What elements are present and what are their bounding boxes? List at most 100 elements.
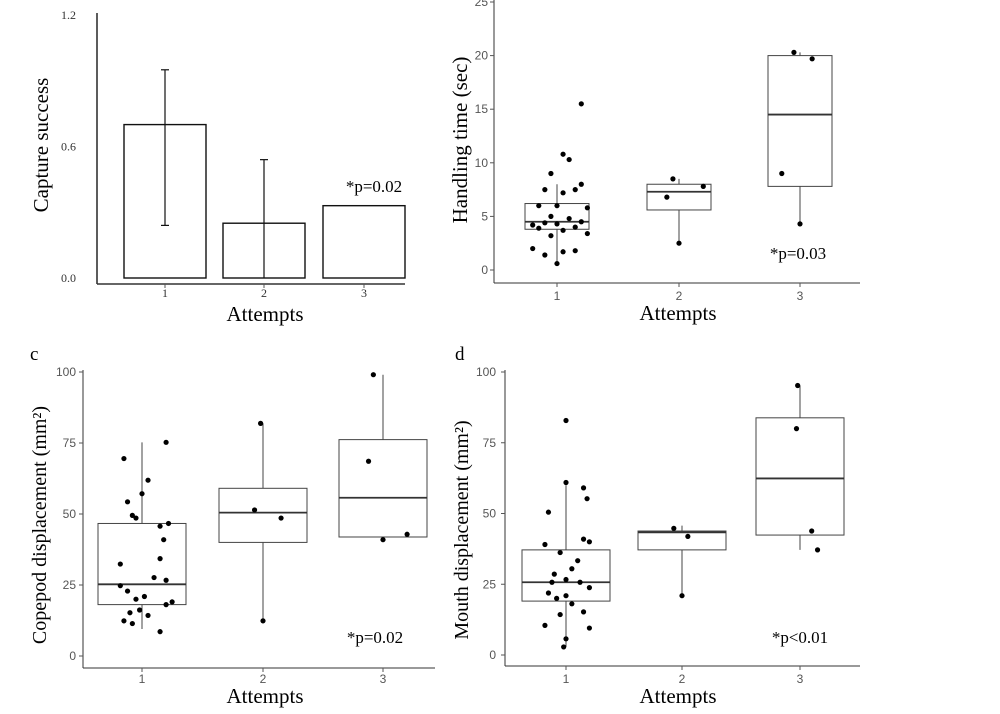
- panel-handling-time: Handling time (sec) Attempts *p=0.03 0 5 1…: [448, 0, 860, 325]
- panel-mouth-displacement: d Mouth displacement (mm²) Attempts *p<0…: [451, 344, 860, 708]
- y-tick-label: 20: [475, 49, 489, 63]
- panel-copepod-displacement: c Copepod displacement (mm²) Attempts *p…: [29, 344, 435, 708]
- data-point: [530, 245, 536, 252]
- data-point: [139, 491, 145, 497]
- data-point: [563, 593, 569, 599]
- data-point: [679, 593, 685, 599]
- x-tick-label: 3: [797, 672, 804, 686]
- data-point: [676, 240, 682, 246]
- y-tick-label: 100: [56, 365, 76, 379]
- data-point: [664, 194, 670, 200]
- data-point: [554, 221, 560, 227]
- data-point: [557, 611, 563, 618]
- data-point: [278, 515, 284, 521]
- x-tick-label: 2: [676, 289, 683, 303]
- y-tick-label: 50: [483, 507, 497, 521]
- x-tick-label: 1: [554, 289, 561, 303]
- data-point: [542, 187, 548, 193]
- x-tick-label: 1: [563, 672, 570, 686]
- data-point: [251, 507, 258, 513]
- panel-capture-success: Capture success Attempts *p=0.02 0.0 0.6 1…: [29, 8, 406, 326]
- data-point: [145, 477, 151, 483]
- box-2: [218, 487, 308, 543]
- data-point: [569, 601, 575, 607]
- data-point: [563, 576, 569, 583]
- data-point: [163, 439, 169, 445]
- y-axis-label: Copepod displacement (mm²): [29, 406, 51, 644]
- data-point: [670, 176, 676, 182]
- box-1: [97, 522, 187, 606]
- data-point: [572, 187, 578, 193]
- data-point: [671, 525, 677, 531]
- data-point: [157, 556, 163, 562]
- data-point: [549, 579, 555, 585]
- x-axis-label: Attempts: [640, 684, 717, 708]
- p-value-annotation: *p=0.03: [770, 244, 826, 263]
- p-value-annotation: *p<0.01: [772, 628, 828, 647]
- data-point: [161, 537, 167, 543]
- data-point: [165, 520, 172, 527]
- data-point: [257, 420, 264, 426]
- data-point: [572, 224, 578, 230]
- y-tick-label: 5: [481, 209, 488, 223]
- data-point: [580, 609, 587, 615]
- data-point: [584, 230, 590, 237]
- data-point: [814, 547, 821, 553]
- data-point: [260, 618, 266, 624]
- data-point: [548, 170, 554, 177]
- data-point: [129, 512, 135, 518]
- data-point: [566, 215, 572, 222]
- y-tick-label: 75: [63, 436, 77, 450]
- y-tick-label: 1.2: [61, 8, 76, 22]
- data-point: [584, 496, 590, 502]
- data-point: [578, 219, 584, 225]
- data-point: [542, 252, 548, 258]
- data-point: [793, 426, 800, 432]
- data-point: [124, 499, 131, 505]
- panel-label: c: [30, 344, 38, 365]
- data-point: [797, 221, 803, 227]
- data-point: [121, 618, 127, 624]
- data-point: [151, 574, 157, 581]
- y-axis-label: Handling time (sec): [448, 57, 472, 224]
- data-point: [809, 528, 815, 534]
- data-point: [569, 566, 575, 572]
- y-tick-label: 0.6: [61, 140, 76, 154]
- data-point: [545, 590, 552, 596]
- x-axis-label: Attempts: [640, 301, 717, 325]
- y-tick-label: 50: [63, 507, 77, 521]
- y-tick-label: 0.0: [61, 271, 76, 285]
- data-point: [548, 213, 554, 219]
- p-value-annotation: *p=0.02: [347, 628, 403, 647]
- data-point: [809, 56, 815, 62]
- panel-label: d: [455, 344, 465, 365]
- data-point: [560, 227, 566, 233]
- data-point: [365, 458, 372, 464]
- data-point: [136, 607, 143, 613]
- data-point: [563, 417, 569, 424]
- data-point: [551, 571, 557, 577]
- x-axis-label: Attempts: [227, 302, 304, 326]
- data-point: [536, 225, 542, 231]
- data-point: [580, 536, 587, 542]
- box-3: [755, 417, 845, 536]
- data-point: [563, 479, 569, 486]
- bar-3: [322, 204, 406, 279]
- data-point: [779, 170, 785, 177]
- data-point: [586, 585, 593, 591]
- data-point: [560, 190, 566, 196]
- data-point: [560, 151, 566, 157]
- data-point: [578, 101, 584, 107]
- data-point: [169, 599, 175, 605]
- data-point: [700, 183, 706, 189]
- y-tick-label: 25: [475, 0, 489, 9]
- data-point: [530, 222, 536, 228]
- x-tick-label: 2: [260, 672, 267, 686]
- box-3: [338, 439, 428, 538]
- data-point: [542, 220, 548, 226]
- data-point: [542, 622, 548, 628]
- data-point: [577, 579, 583, 585]
- data-point: [157, 523, 163, 529]
- x-axis-label: Attempts: [227, 684, 304, 708]
